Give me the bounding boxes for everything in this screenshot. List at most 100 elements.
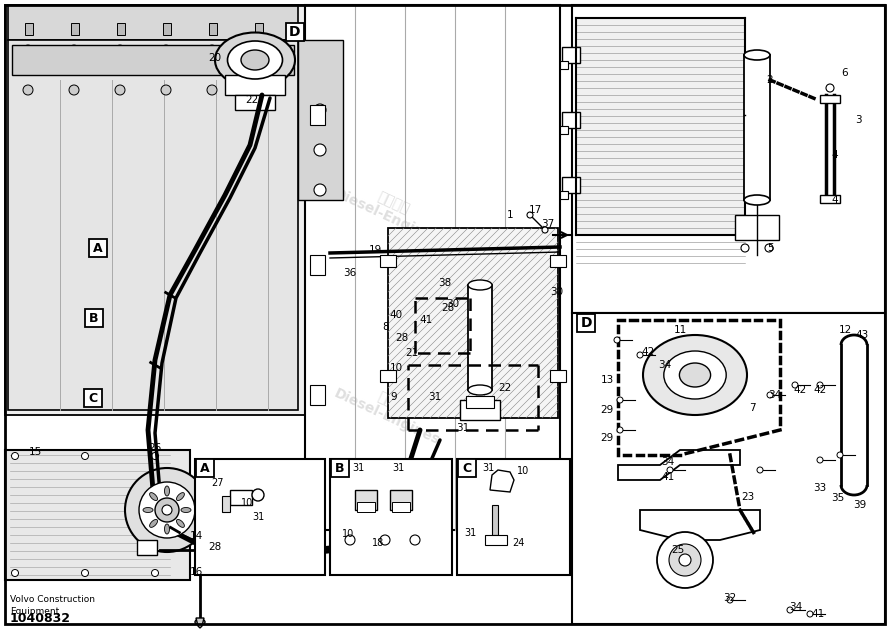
Text: 5: 5 [766, 243, 773, 253]
Bar [820, 195, 840, 203]
Circle shape [162, 505, 172, 515]
Circle shape [151, 569, 158, 577]
Circle shape [155, 498, 179, 522]
Circle shape [207, 45, 217, 55]
Text: 亚华动力
Diesel-Engines: 亚华动力 Diesel-Engines [331, 372, 449, 448]
Bar [230, 490, 252, 505]
Bar [560, 126, 568, 134]
Text: 31: 31 [428, 392, 441, 402]
Ellipse shape [215, 33, 295, 87]
Circle shape [787, 607, 793, 613]
Circle shape [667, 467, 673, 473]
Bar [209, 23, 217, 35]
Bar [222, 496, 230, 512]
Bar [550, 370, 566, 382]
Ellipse shape [165, 486, 169, 496]
Circle shape [807, 611, 813, 617]
Ellipse shape [165, 524, 169, 534]
Text: 20: 20 [208, 53, 222, 63]
Text: 22: 22 [498, 383, 512, 393]
Text: 29: 29 [601, 405, 613, 415]
Bar [5, 450, 190, 580]
Bar [562, 112, 580, 128]
Bar [560, 191, 568, 199]
Text: 亚华动力
Diesel-Engines: 亚华动力 Diesel-Engines [331, 172, 449, 248]
Text: 37: 37 [541, 219, 554, 229]
Circle shape [410, 535, 420, 545]
Text: Volvo Construction
Equipment: Volvo Construction Equipment [10, 595, 95, 616]
Text: 41: 41 [419, 315, 433, 325]
Circle shape [82, 452, 88, 460]
Bar [25, 23, 33, 35]
Text: 28: 28 [208, 542, 222, 552]
Circle shape [617, 397, 623, 403]
Text: 10: 10 [517, 466, 530, 476]
Bar [390, 490, 412, 510]
Text: 12: 12 [838, 325, 852, 335]
Text: 32: 32 [724, 593, 737, 603]
Text: 3: 3 [854, 115, 862, 125]
Polygon shape [196, 618, 204, 628]
Text: 1040832: 1040832 [10, 611, 71, 625]
Bar [331, 459, 349, 477]
Circle shape [826, 84, 834, 92]
Circle shape [115, 65, 125, 75]
Bar [8, 40, 298, 410]
Bar [330, 459, 452, 575]
Circle shape [253, 45, 263, 55]
Text: 亚华动力
Diesel-Engines: 亚华动力 Diesel-Engines [642, 422, 758, 498]
Circle shape [69, 85, 79, 95]
Ellipse shape [176, 493, 184, 501]
Bar [137, 540, 157, 555]
Bar [117, 23, 125, 35]
Ellipse shape [664, 351, 726, 399]
Text: 亚华动力
Diesel-Engines: 亚华动力 Diesel-Engines [81, 272, 198, 348]
Circle shape [542, 227, 548, 233]
Circle shape [837, 452, 843, 458]
Bar [577, 314, 595, 332]
Bar [8, 5, 298, 40]
Text: 10: 10 [342, 529, 354, 539]
Bar [485, 535, 507, 545]
Text: D: D [289, 25, 301, 39]
Bar [572, 5, 885, 313]
Bar [12, 45, 294, 75]
Text: 2: 2 [766, 75, 773, 85]
Bar [572, 313, 885, 624]
Circle shape [817, 382, 823, 388]
Text: 34: 34 [661, 457, 675, 467]
Bar [562, 177, 580, 193]
Bar [357, 502, 375, 512]
Circle shape [23, 45, 33, 55]
Circle shape [767, 392, 773, 398]
Circle shape [527, 212, 533, 218]
Circle shape [161, 45, 171, 55]
Circle shape [253, 65, 263, 75]
Text: 31: 31 [464, 528, 476, 538]
Ellipse shape [744, 50, 770, 60]
Text: 34: 34 [789, 602, 803, 612]
Text: 8: 8 [383, 322, 389, 332]
Text: 22: 22 [246, 95, 259, 105]
Text: 24: 24 [512, 538, 524, 548]
Circle shape [12, 452, 19, 460]
Text: 7: 7 [748, 403, 756, 413]
Text: 28: 28 [441, 303, 455, 313]
Ellipse shape [176, 520, 184, 527]
Ellipse shape [150, 493, 158, 501]
Text: 35: 35 [831, 493, 845, 503]
Text: C: C [88, 391, 98, 404]
Circle shape [82, 569, 88, 577]
Ellipse shape [143, 508, 153, 513]
Text: 13: 13 [601, 375, 613, 385]
Bar [163, 23, 171, 35]
Bar [380, 370, 396, 382]
Circle shape [765, 244, 773, 252]
Text: 6: 6 [842, 68, 848, 78]
Circle shape [669, 544, 701, 576]
Circle shape [817, 457, 823, 463]
Circle shape [314, 184, 326, 196]
Text: 40: 40 [390, 310, 402, 320]
Bar [235, 95, 275, 110]
Text: 29: 29 [601, 433, 613, 443]
